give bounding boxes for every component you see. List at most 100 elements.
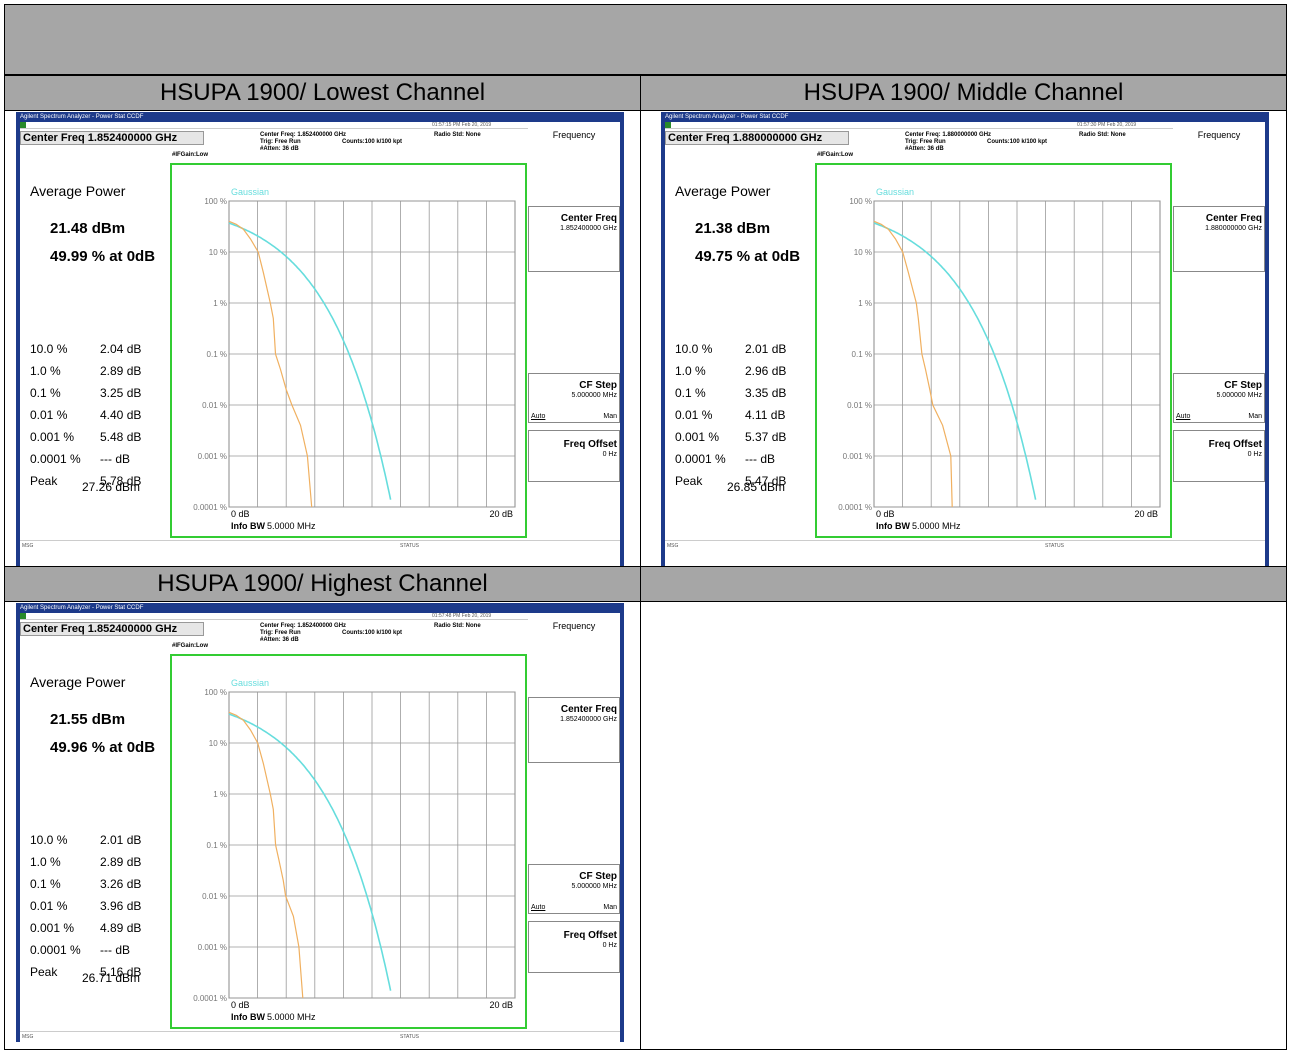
stat-value: 5.37 dB: [745, 430, 787, 444]
softkey-menu-title: Frequency: [552, 130, 596, 140]
softkey-cf-step-value: 5.000000 MHz: [1216, 392, 1262, 399]
meta-trig: Trig: Free Run: [905, 139, 946, 145]
ccdf-plot: 100 % 10 % 1 % 0.1 % 0.01 % 0.001 % 0.0001 % Ga…: [193, 187, 516, 531]
y-tick-label: 0.001 %: [198, 452, 227, 461]
softkey-center-freq[interactable]: Center Freq 1.852400000 GHz: [528, 206, 620, 272]
y-tick-label: 0.1 %: [852, 350, 872, 359]
status-indicator-icon: [665, 122, 671, 128]
meta-trig: Trig: Free Run: [260, 139, 301, 145]
softkey-freq-offset-value: 0 Hz: [602, 942, 617, 949]
stat-value: 2.96 dB: [745, 364, 787, 378]
meta-counts: Counts:100 k/100 kpt: [987, 139, 1048, 145]
softkey-menu-title: Frequency: [552, 621, 596, 631]
info-bw-label: Info BW: [231, 521, 265, 531]
softkey-cf-step-label: CF Step: [579, 871, 617, 882]
softkey-freq-offset[interactable]: Freq Offset 0 Hz: [1173, 430, 1265, 482]
meta-atten: #Atten: 36 dB: [260, 146, 299, 152]
softkey-auto-option[interactable]: Auto: [531, 413, 546, 420]
center-freq-box[interactable]: Center Freq 1.852400000 GHz: [20, 131, 204, 145]
gaussian-label: Gaussian: [231, 678, 269, 688]
y-tick-label: 0.1 %: [207, 350, 227, 359]
y-tick-label: 10 %: [854, 248, 872, 257]
message-row: MSG STATUS: [665, 540, 1265, 553]
softkey-freq-offset[interactable]: Freq Offset 0 Hz: [528, 430, 620, 482]
y-tick-label: 0.001 %: [198, 943, 227, 952]
softkey-man-option[interactable]: Man: [603, 413, 617, 420]
stat-label: 0.01 %: [30, 899, 68, 913]
status-label: STATUS: [400, 543, 419, 549]
ccdf-plot-frame: 100 % 10 % 1 % 0.1 % 0.01 % 0.001 % 0.0001 % Ga…: [815, 163, 1172, 538]
status-indicator-icon: [20, 613, 26, 619]
gaussian-label: Gaussian: [231, 187, 269, 197]
stat-value: 3.35 dB: [745, 386, 787, 400]
stat-value: --- dB: [100, 943, 130, 957]
y-tick-label: 0.1 %: [207, 841, 227, 850]
stat-value: 2.89 dB: [100, 364, 142, 378]
softkey-cf-step[interactable]: CF Step 5.000000 MHz Auto Man: [528, 864, 620, 914]
heading-lowest: HSUPA 1900/ Lowest Channel: [159, 79, 486, 106]
stat-label: 0.0001 %: [30, 452, 81, 466]
softkey-center-freq-label: Center Freq: [560, 704, 617, 715]
softkey-cf-step[interactable]: CF Step 5.000000 MHz Auto Man: [528, 373, 620, 423]
center-freq-box[interactable]: Center Freq 1.880000000 GHz: [665, 131, 849, 145]
softkey-freq-offset-label: Freq Offset: [1208, 439, 1262, 450]
info-bw-value: 5.0000 MHz: [912, 521, 961, 531]
header-lowest: HSUPA 1900/ Lowest Channel: [4, 75, 641, 111]
stat-label: Peak: [675, 474, 703, 488]
stat-label: Peak: [30, 965, 58, 979]
window-titlebar: Agilent Spectrum Analyzer - Power Stat C…: [16, 112, 624, 122]
status-row: 01:57:48 PM Feb 20, 2019: [20, 613, 528, 620]
stat-label: 0.001 %: [30, 921, 75, 935]
measured-curve: [873, 220, 953, 508]
status-label: STATUS: [1045, 543, 1064, 549]
stat-row: 0.01 % 4.11 dB: [675, 408, 785, 422]
stat-label: 0.1 %: [675, 386, 706, 400]
stat-label: 10.0 %: [30, 342, 68, 356]
info-bw-label: Info BW: [876, 521, 910, 531]
stat-value: 3.96 dB: [100, 899, 142, 913]
stat-label: Peak: [30, 474, 58, 488]
softkey-center-freq[interactable]: Center Freq 1.852400000 GHz: [528, 697, 620, 763]
meta-center-freq: Center Freq: 1.880000000 GHz: [905, 132, 992, 138]
softkey-freq-offset[interactable]: Freq Offset 0 Hz: [528, 921, 620, 973]
softkey-man-option[interactable]: Man: [603, 904, 617, 911]
stat-label: 0.001 %: [675, 430, 720, 444]
top-banner: [4, 4, 1287, 75]
meta-counts: Counts:100 k/100 kpt: [342, 139, 403, 145]
stat-value: 4.40 dB: [100, 408, 142, 422]
softkey-man-option[interactable]: Man: [1248, 413, 1262, 420]
pct-at-0db: 49.75 % at 0dB: [695, 248, 801, 265]
ccdf-plot-frame: 100 % 10 % 1 % 0.1 % 0.01 % 0.001 % 0.0001 % Ga…: [170, 163, 527, 538]
stat-row: 10.0 % 2.04 dB: [30, 342, 141, 356]
stat-row: Peak 5.47 dB: [675, 474, 786, 488]
info-bw-value: 5.0000 MHz: [267, 1012, 316, 1022]
stat-row: 0.1 % 3.35 dB: [675, 386, 786, 400]
stat-row: 0.001 % 5.37 dB: [675, 430, 786, 444]
y-tick-label: 0.0001 %: [193, 994, 227, 1003]
message-row: MSG STATUS: [20, 540, 620, 553]
meta-radio-std: Radio Std: None: [434, 623, 481, 629]
softkey-center-freq-label: Center Freq: [560, 213, 617, 224]
stat-value: 2.89 dB: [100, 855, 142, 869]
softkey-center-freq[interactable]: Center Freq 1.880000000 GHz: [1173, 206, 1265, 272]
stat-row: 0.0001 % --- dB: [30, 452, 130, 466]
stat-label: 1.0 %: [30, 364, 61, 378]
stat-row: 0.1 % 3.25 dB: [30, 386, 141, 400]
heading-highest: HSUPA 1900/ Highest Channel: [157, 570, 488, 597]
peak-dbm: 26.85 dBm: [727, 480, 786, 494]
softkey-center-freq-value: 1.880000000 GHz: [1205, 225, 1262, 232]
center-freq-box[interactable]: Center Freq 1.852400000 GHz: [20, 622, 204, 636]
ccdf-plot: 100 % 10 % 1 % 0.1 % 0.01 % 0.001 % 0.0001 % Ga…: [838, 187, 1161, 531]
y-tick-label: 1 %: [858, 299, 872, 308]
y-tick-label: 0.01 %: [847, 401, 872, 410]
stat-row: Peak 5.78 dB: [30, 474, 141, 488]
stat-row: 1.0 % 2.96 dB: [675, 364, 786, 378]
stat-value: --- dB: [100, 452, 130, 466]
softkey-auto-option[interactable]: Auto: [1176, 413, 1191, 420]
column-divider: [640, 111, 641, 566]
softkey-cf-step[interactable]: CF Step 5.000000 MHz Auto Man: [1173, 373, 1265, 423]
stat-label: 10.0 %: [30, 833, 68, 847]
stat-value: 4.11 dB: [745, 408, 786, 422]
softkey-auto-option[interactable]: Auto: [531, 904, 546, 911]
info-bw-label: Info BW: [231, 1012, 265, 1022]
